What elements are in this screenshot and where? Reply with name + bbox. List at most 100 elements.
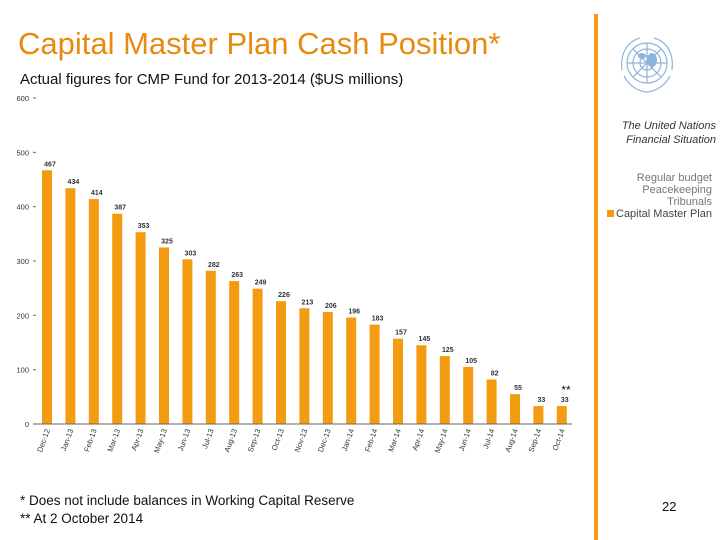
bar [182,259,193,424]
x-tick-label: Feb-13 [82,428,99,453]
bar [393,338,403,424]
bar [276,301,286,424]
bar [510,394,520,424]
x-tick-label: Jun-14 [457,428,473,453]
x-tick-label: Sep-14 [527,428,544,454]
x-tick-label: Jun-13 [176,428,192,453]
x-tick-label: Dec-12 [35,428,52,454]
bar [486,379,497,424]
footnote: ** At 2 October 2014 [20,511,144,526]
sidebar-item-peacekeeping[interactable]: Peacekeeping [600,184,712,196]
bar [159,247,169,424]
y-tick-label: 600 [16,94,29,103]
bar-value-label: 213 [302,299,314,306]
active-marker-icon [607,210,614,217]
page-number: 22 [662,499,677,514]
bar-value-label: 55 [514,385,522,392]
bar-value-label: 282 [208,262,220,269]
x-tick-label: Mar-14 [386,428,403,453]
sidebar-item-label: Peacekeeping [642,184,712,196]
bar-value-label: 226 [278,292,290,299]
bar-value-label: 145 [419,336,431,343]
x-tick-label: Jan-13 [59,428,75,453]
sidebar-title: The United Nations Financial Situation [621,120,716,146]
bar [229,281,240,424]
x-tick-label: Feb-14 [363,428,380,453]
x-tick-label: Mar-13 [105,428,122,453]
bar [135,232,146,424]
bar [299,308,310,424]
bar-value-label: 82 [491,370,499,377]
bar [439,356,450,424]
y-tick-label: 200 [16,311,29,320]
x-tick-label: Apr-14 [410,428,426,452]
bar [205,270,216,424]
bar-value-label: 263 [231,272,243,279]
bar-value-label: 183 [372,316,384,323]
bar-value-label: 249 [255,280,267,287]
bar-value-label: 105 [465,358,477,365]
x-tick-label: Jul-13 [200,428,215,450]
x-tick-label: May-13 [152,428,169,455]
sidebar-item-capital-master-plan[interactable]: Capital Master Plan [600,208,712,220]
bar-value-label: 125 [442,347,454,354]
cash-position-chart: 0 100 200 300 400 500 600 467 434 414 387 353 325 30… [16,94,572,455]
bar-value-label: 33 [561,397,569,404]
y-axis: 0 100 200 300 400 500 600 [16,94,36,429]
bar-value-label: 387 [114,205,126,212]
bar-value-label: 353 [138,223,150,230]
footnotes: * Does not include balances in Working C… [20,492,354,528]
y-tick-label: 100 [16,366,29,375]
y-tick-label: 500 [16,148,29,157]
bar-value-label: 414 [91,190,103,197]
slide-subtitle: Actual figures for CMP Fund for 2013-201… [20,71,404,88]
sidebar-item-label: Capital Master Plan [616,208,712,220]
y-tick-label: 300 [16,257,29,266]
bar-value-label: 467 [44,161,56,168]
sidebar-item-label: Regular budget [636,172,712,184]
bar-value-label: 434 [68,179,80,186]
sidebar-item-regular-budget[interactable]: Regular budget [600,172,712,184]
x-tick-label: Aug-14 [503,428,520,454]
x-tick-label: Aug-13 [222,428,239,454]
bar-value-label: 325 [161,238,173,245]
x-tick-label: Oct-14 [551,428,567,452]
footnote: * Does not include balances in Working C… [20,493,355,508]
x-tick-label: May-14 [433,428,450,455]
bar [42,170,52,424]
slide-title: Capital Master Plan Cash Position* [18,26,501,61]
y-tick-label: 0 [25,420,29,429]
bar-value-label: 196 [348,309,360,316]
x-tick-label: Apr-13 [129,428,145,452]
x-tick-label: Dec-13 [316,428,333,454]
sidebar-item-label: Tribunals [667,196,712,208]
bar [463,366,474,424]
bar [533,406,544,424]
x-tick-label: Oct-13 [270,428,286,452]
bar [112,213,123,424]
x-tick-label: Sep-13 [246,428,263,454]
x-tick-label: Nov-13 [293,428,310,454]
x-axis: Dec-12 Jan-13 Feb-13 Mar-13 Apr-13 May-13 Jun-… [35,423,572,455]
bar [556,406,567,424]
bar-value-label: 33 [538,397,546,404]
bars: 467 434 414 387 353 325 303 282 263 249 226 213 206 1… [42,161,569,424]
x-tick-label: Jan-14 [340,428,356,453]
bar [416,345,427,424]
y-tick-label: 400 [16,203,29,212]
bar-value-label: 157 [395,330,407,337]
bar-value-label: 206 [325,303,337,310]
bar [322,312,333,424]
bar [252,288,263,424]
vertical-divider [594,14,598,540]
bar [88,199,99,424]
un-emblem-icon [621,37,673,93]
bar-value-label: 303 [185,250,197,257]
bar [369,324,380,424]
bar [65,188,76,424]
bar [346,317,357,424]
x-tick-label: Jul-14 [481,428,496,450]
sidebar-nav: Regular budget Peacekeeping Tribunals Ca… [600,172,712,220]
sidebar-item-tribunals[interactable]: Tribunals [600,196,712,208]
chart-annotation: ** [561,383,571,397]
